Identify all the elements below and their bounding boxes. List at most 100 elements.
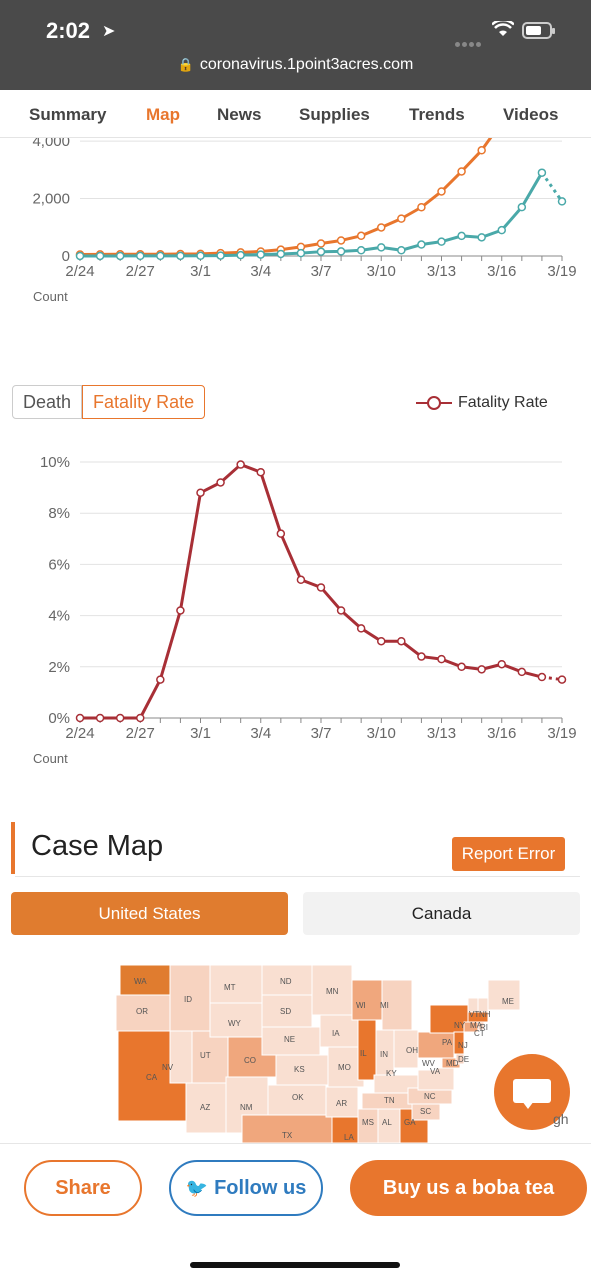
x-tick-label: 2/24 bbox=[65, 725, 94, 742]
data-point bbox=[296, 575, 306, 585]
url-text: coronavirus.1point3acres.com bbox=[199, 56, 414, 73]
tab-united-states[interactable]: United States bbox=[11, 892, 288, 935]
data-point bbox=[236, 250, 245, 260]
browser-top-bar: 2:02 ➤ 🔒 coronavirus.1point3acres.com bbox=[0, 0, 591, 90]
tab-canada[interactable]: Canada bbox=[303, 892, 580, 935]
map-label: SD bbox=[280, 1007, 291, 1016]
data-point bbox=[336, 247, 346, 256]
tab-map[interactable]: Map bbox=[146, 105, 180, 124]
state-mn bbox=[311, 964, 353, 1016]
map-label: WI bbox=[356, 1001, 366, 1010]
x-tick-label: 3/1 bbox=[190, 725, 211, 742]
series-e8762d bbox=[75, 138, 493, 259]
chat-button[interactable] bbox=[494, 1054, 570, 1130]
map-label: IL bbox=[360, 1049, 367, 1058]
tab-supplies[interactable]: Supplies bbox=[299, 105, 370, 124]
map-label: CA bbox=[146, 1073, 158, 1082]
fatality-rate-chart: 0% 2% 4% 6% 8% 10% 2/24 2/27 3/1 3/4 3/7 3/10 3/13 3/… bbox=[33, 454, 577, 766]
data-point bbox=[356, 624, 366, 633]
follow-us-button[interactable]: 🐦 Follow us bbox=[169, 1160, 323, 1216]
data-point bbox=[75, 713, 85, 723]
data-point bbox=[316, 239, 326, 248]
x-tick-label: 3/13 bbox=[427, 725, 456, 742]
us-case-map[interactable]: WA MT ND MN ID SD WI MI ME OR WY NE IA N… bbox=[112, 960, 532, 1143]
x-tick-label: 3/10 bbox=[367, 263, 396, 280]
tab-news[interactable]: News bbox=[217, 105, 262, 124]
chat-bubble-tail bbox=[522, 1101, 534, 1109]
toggle-fatality-rate[interactable]: Fatality Rate bbox=[82, 385, 206, 419]
data-point bbox=[457, 167, 466, 176]
tab-videos[interactable]: Videos bbox=[503, 105, 559, 124]
state-mi bbox=[381, 979, 413, 1031]
data-point bbox=[517, 202, 527, 212]
section-accent-bar bbox=[11, 822, 15, 874]
data-point bbox=[497, 659, 506, 669]
data-point bbox=[176, 251, 185, 261]
data-point bbox=[557, 675, 567, 684]
map-label: UT bbox=[200, 1051, 211, 1060]
map-label: KY bbox=[386, 1069, 397, 1078]
chart-legend[interactable]: Fatality Rate bbox=[416, 394, 548, 412]
map-label: SC bbox=[420, 1107, 431, 1116]
state-nd bbox=[261, 964, 313, 996]
map-label: NH bbox=[479, 1010, 491, 1019]
y-tick-label: 6% bbox=[48, 556, 70, 573]
follow-us-label: Follow us bbox=[214, 1177, 307, 1199]
data-point bbox=[437, 654, 446, 664]
report-error-button[interactable]: Report Error bbox=[452, 837, 565, 871]
data-point bbox=[537, 168, 547, 177]
map-label: OR bbox=[136, 1007, 148, 1016]
data-point bbox=[136, 713, 145, 723]
map-label: NV bbox=[162, 1063, 174, 1072]
tab-summary[interactable]: Summary bbox=[29, 105, 107, 124]
data-point bbox=[336, 606, 346, 615]
cellular-signal-icon bbox=[455, 34, 483, 47]
map-label: AL bbox=[382, 1118, 392, 1127]
map-label: IA bbox=[332, 1029, 340, 1038]
map-label: MN bbox=[326, 987, 339, 996]
x-tick-label: 3/7 bbox=[311, 263, 332, 280]
x-tick-label: 3/13 bbox=[427, 263, 456, 280]
data-point bbox=[75, 251, 85, 261]
data-point bbox=[377, 243, 386, 252]
map-label: DE bbox=[458, 1055, 469, 1064]
map-label: MD bbox=[446, 1059, 459, 1068]
map-label: WV bbox=[422, 1059, 436, 1068]
x-tick-label: 3/7 bbox=[311, 725, 332, 742]
y-tick-label: 4,000 bbox=[32, 138, 70, 150]
y-tick-label: 0% bbox=[48, 710, 70, 727]
map-label: OK bbox=[292, 1093, 304, 1102]
state-ok bbox=[267, 1084, 327, 1116]
state-wi bbox=[351, 979, 383, 1021]
state-ne bbox=[261, 1026, 321, 1056]
state-mt bbox=[209, 964, 263, 1004]
map-label: CT bbox=[474, 1029, 485, 1038]
chart-mode-toggle: Death Fatality Rate bbox=[12, 385, 206, 419]
location-arrow-icon: ➤ bbox=[102, 23, 116, 40]
tab-trends[interactable]: Trends bbox=[409, 105, 465, 124]
share-button[interactable]: Share bbox=[24, 1160, 142, 1216]
state-tx bbox=[241, 1114, 333, 1143]
map-label: IN bbox=[380, 1050, 388, 1059]
x-tick-label: 2/27 bbox=[126, 725, 155, 742]
data-point bbox=[437, 187, 446, 196]
data-point bbox=[316, 583, 326, 592]
map-legend-partial-text: gh bbox=[553, 1111, 569, 1127]
toggle-death[interactable]: Death bbox=[12, 385, 83, 419]
buy-boba-tea-button[interactable]: Buy us a boba tea bbox=[350, 1160, 587, 1216]
data-point bbox=[176, 606, 185, 615]
address-bar[interactable]: 🔒 coronavirus.1point3acres.com bbox=[0, 56, 591, 74]
data-point bbox=[216, 478, 225, 487]
data-point bbox=[256, 250, 265, 259]
data-point bbox=[276, 529, 286, 538]
legend-swatch-icon bbox=[416, 396, 452, 410]
map-label: ID bbox=[184, 995, 192, 1004]
map-label: MT bbox=[224, 983, 236, 992]
data-point bbox=[417, 202, 426, 212]
state-az bbox=[185, 1082, 227, 1134]
y-tick-label: 10% bbox=[40, 454, 70, 471]
state-oh bbox=[393, 1029, 419, 1069]
series-fatality-rate bbox=[75, 460, 567, 723]
state-nv bbox=[169, 1030, 193, 1084]
map-label: MO bbox=[338, 1063, 351, 1072]
